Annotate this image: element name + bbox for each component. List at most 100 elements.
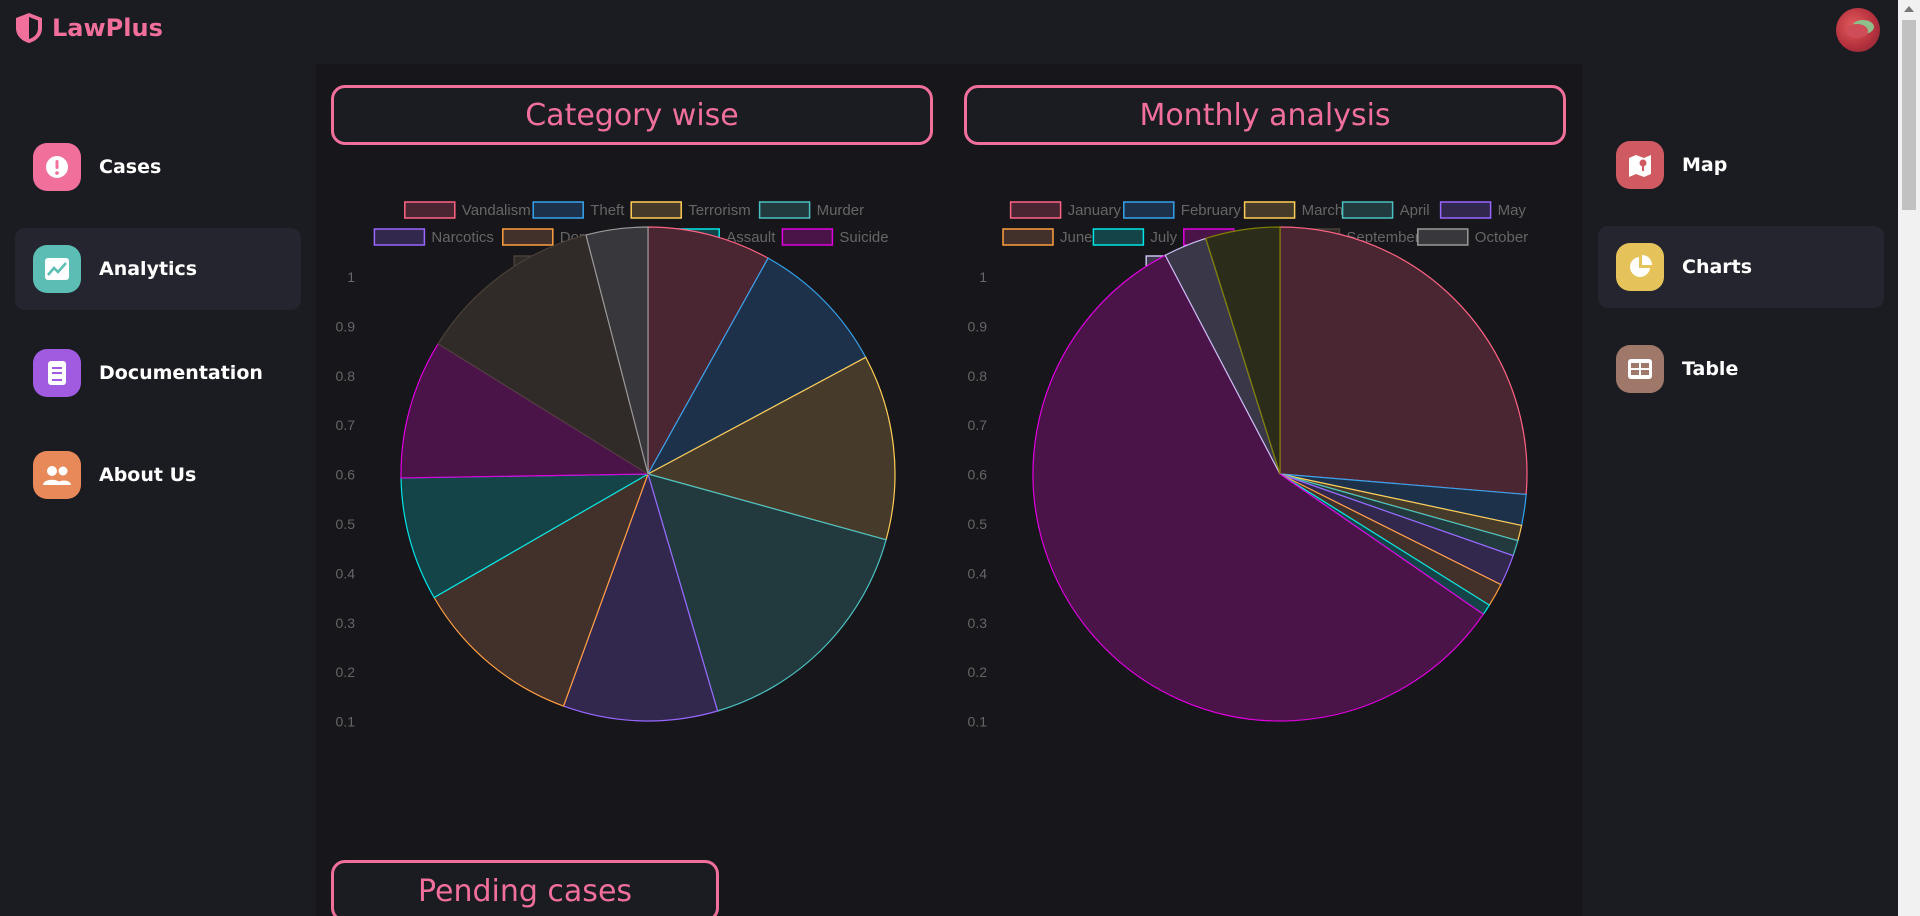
pie-slice-others[interactable] — [585, 226, 649, 475]
legend-swatch — [1092, 228, 1145, 246]
category-pie-chart: VandalismTheftTerrorismMurderNarcoticsDo… — [336, 201, 896, 730]
table-icon — [1616, 345, 1664, 393]
legend-item[interactable]: June — [1002, 228, 1093, 246]
legend-item[interactable]: Vandalism — [404, 201, 531, 219]
legend-swatch — [373, 228, 426, 246]
legend-label: Suicide — [839, 229, 888, 246]
y-tick-label: 0.1 — [336, 714, 356, 730]
sidebar-item-label: Cases — [99, 156, 162, 178]
legend-item[interactable]: October — [1417, 228, 1528, 246]
legend-swatch — [532, 201, 584, 219]
y-tick-label: 0.2 — [968, 664, 988, 680]
y-tick-label: 0.3 — [336, 615, 356, 631]
nav-item-label: Charts — [1682, 256, 1753, 278]
y-tick-label: 0.9 — [968, 318, 988, 334]
pending-title: Pending cases — [331, 860, 719, 916]
sidebar-item-label: About Us — [99, 464, 197, 486]
legend-item[interactable]: Suicide — [781, 228, 889, 246]
legend-swatch — [781, 228, 834, 246]
legend-item[interactable]: February — [1123, 201, 1242, 219]
legend-item[interactable]: March — [1243, 201, 1344, 219]
legend-swatch — [630, 201, 682, 219]
nav-item-map[interactable]: Map — [1598, 124, 1884, 206]
y-tick-label: 1 — [979, 269, 987, 285]
monthly-pie-chart: JanuaryFebruaryMarchAprilMayJuneJulyAugu… — [968, 201, 1528, 730]
legend-item[interactable]: Narcotics — [373, 228, 494, 246]
brand[interactable]: LawPlus — [14, 12, 163, 44]
y-tick-label: 0.1 — [968, 714, 988, 730]
legend-swatch — [1439, 201, 1492, 219]
pie-slice-vandalism[interactable] — [647, 226, 769, 477]
legend-swatch — [502, 228, 554, 246]
sidebar-item-cases[interactable]: Cases — [15, 126, 301, 208]
legend-label: March — [1302, 202, 1344, 219]
legend-label: Assault — [726, 229, 776, 246]
y-tick-label: 0.7 — [336, 417, 356, 433]
legend-item[interactable]: Terrorism — [630, 201, 751, 219]
legend-label: October — [1475, 229, 1528, 246]
y-tick-label: 0.4 — [968, 565, 988, 581]
pie-slice-january[interactable] — [1279, 226, 1528, 496]
legend-item[interactable]: May — [1439, 201, 1527, 219]
pie-slice-august[interactable] — [1032, 254, 1485, 722]
pie-slice-terrorism[interactable] — [646, 356, 896, 541]
sidebar-item-analytics[interactable]: Analytics — [15, 228, 301, 310]
legend-swatch — [1002, 228, 1054, 246]
pie-slice-murder[interactable] — [647, 473, 887, 712]
pie-slice-theft[interactable] — [646, 257, 867, 476]
nav-item-charts[interactable]: Charts — [1598, 226, 1884, 308]
y-tick-label: 0.5 — [968, 516, 988, 532]
legend-swatch — [1123, 201, 1175, 219]
legend-label: June — [1060, 229, 1093, 246]
legend-swatch — [1341, 201, 1394, 219]
sidebar-item-about-us[interactable]: About Us — [15, 434, 301, 516]
legend-label: Theft — [590, 202, 625, 219]
legend-label: February — [1181, 202, 1242, 219]
chart-line-icon — [33, 245, 81, 293]
pie-slice-corruption[interactable] — [437, 234, 649, 476]
legend-item[interactable]: January — [1009, 201, 1122, 219]
monthly-title: Monthly analysis — [964, 85, 1566, 145]
legend-item[interactable]: April — [1341, 201, 1430, 219]
legend-label: January — [1068, 202, 1122, 219]
shield-logo-icon — [16, 13, 42, 43]
legend-label: Murder — [817, 202, 865, 219]
sidebar-item-label: Analytics — [99, 258, 198, 280]
legend-label: Terrorism — [688, 202, 751, 219]
avatar[interactable] — [1836, 8, 1880, 52]
nav-item-table[interactable]: Table — [1598, 328, 1884, 410]
legend-swatch — [758, 201, 811, 219]
pie-slice-domestic-abuse[interactable] — [433, 472, 650, 707]
legend-swatch — [1243, 201, 1296, 219]
y-tick-label: 0.8 — [968, 368, 988, 384]
pie-slice-assault[interactable] — [400, 473, 651, 599]
y-tick-label: 0.3 — [968, 615, 988, 631]
pie-slice-december[interactable] — [1205, 226, 1281, 475]
legend-item[interactable]: July — [1092, 228, 1178, 246]
y-tick-label: 0.5 — [336, 516, 356, 532]
nav-item-label: Map — [1682, 154, 1728, 176]
document-icon — [33, 349, 81, 397]
pie-chart-icon — [1616, 243, 1664, 291]
pie-slice-narcotics[interactable] — [562, 472, 719, 722]
legend-item[interactable]: Murder — [758, 201, 865, 219]
y-tick-label: 1 — [347, 269, 355, 285]
legend-label: April — [1400, 202, 1430, 219]
legend-label: July — [1150, 229, 1177, 246]
sidebar-item-documentation[interactable]: Documentation — [15, 332, 301, 414]
scrollbar-thumb[interactable] — [1902, 20, 1916, 210]
legend-item[interactable]: Theft — [532, 201, 625, 219]
y-tick-label: 0.4 — [336, 565, 356, 581]
map-icon — [1616, 141, 1664, 189]
legend-label: May — [1498, 202, 1527, 219]
scroll-up-icon[interactable] — [1904, 6, 1914, 12]
y-tick-label: 0.7 — [968, 417, 988, 433]
alert-icon — [33, 143, 81, 191]
legend-swatch — [404, 201, 456, 219]
y-tick-label: 0.8 — [336, 368, 356, 384]
scrollbar[interactable] — [1898, 0, 1920, 916]
main-content: Category wise Monthly analysis Vandalism… — [316, 64, 1582, 916]
legend-label: Narcotics — [431, 229, 494, 246]
pie-slice-suicide[interactable] — [400, 342, 651, 479]
legend-label: Vandalism — [462, 202, 531, 219]
